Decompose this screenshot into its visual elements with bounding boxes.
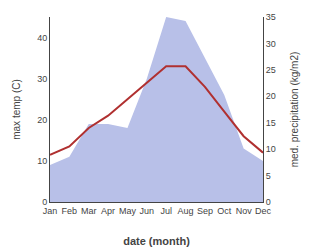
svg-text:40: 40 bbox=[37, 33, 47, 43]
svg-text:May: May bbox=[119, 206, 137, 216]
svg-text:20: 20 bbox=[266, 91, 276, 101]
svg-text:30: 30 bbox=[266, 39, 276, 49]
svg-text:Oct: Oct bbox=[217, 206, 232, 216]
svg-text:15: 15 bbox=[266, 118, 276, 128]
svg-text:Dec: Dec bbox=[255, 206, 272, 216]
svg-text:Sep: Sep bbox=[197, 206, 213, 216]
svg-text:Mar: Mar bbox=[81, 206, 97, 216]
svg-text:25: 25 bbox=[266, 65, 276, 75]
svg-text:med. precipitation (kg/m2): med. precipitation (kg/m2) bbox=[289, 52, 300, 168]
svg-text:0: 0 bbox=[42, 197, 47, 207]
svg-text:Jul: Jul bbox=[160, 206, 172, 216]
svg-text:5: 5 bbox=[266, 171, 271, 181]
svg-text:30: 30 bbox=[37, 74, 47, 84]
svg-text:35: 35 bbox=[266, 12, 276, 22]
svg-text:max temp (C): max temp (C) bbox=[11, 79, 22, 140]
svg-text:10: 10 bbox=[37, 156, 47, 166]
svg-text:0: 0 bbox=[266, 197, 271, 207]
svg-text:Apr: Apr bbox=[101, 206, 115, 216]
svg-text:Jan: Jan bbox=[43, 206, 58, 216]
svg-text:Jun: Jun bbox=[140, 206, 155, 216]
svg-text:10: 10 bbox=[266, 144, 276, 154]
svg-text:20: 20 bbox=[37, 115, 47, 125]
svg-text:Feb: Feb bbox=[62, 206, 78, 216]
svg-text:date (month): date (month) bbox=[123, 235, 190, 247]
svg-text:Nov: Nov bbox=[236, 206, 253, 216]
svg-text:Aug: Aug bbox=[178, 206, 194, 216]
